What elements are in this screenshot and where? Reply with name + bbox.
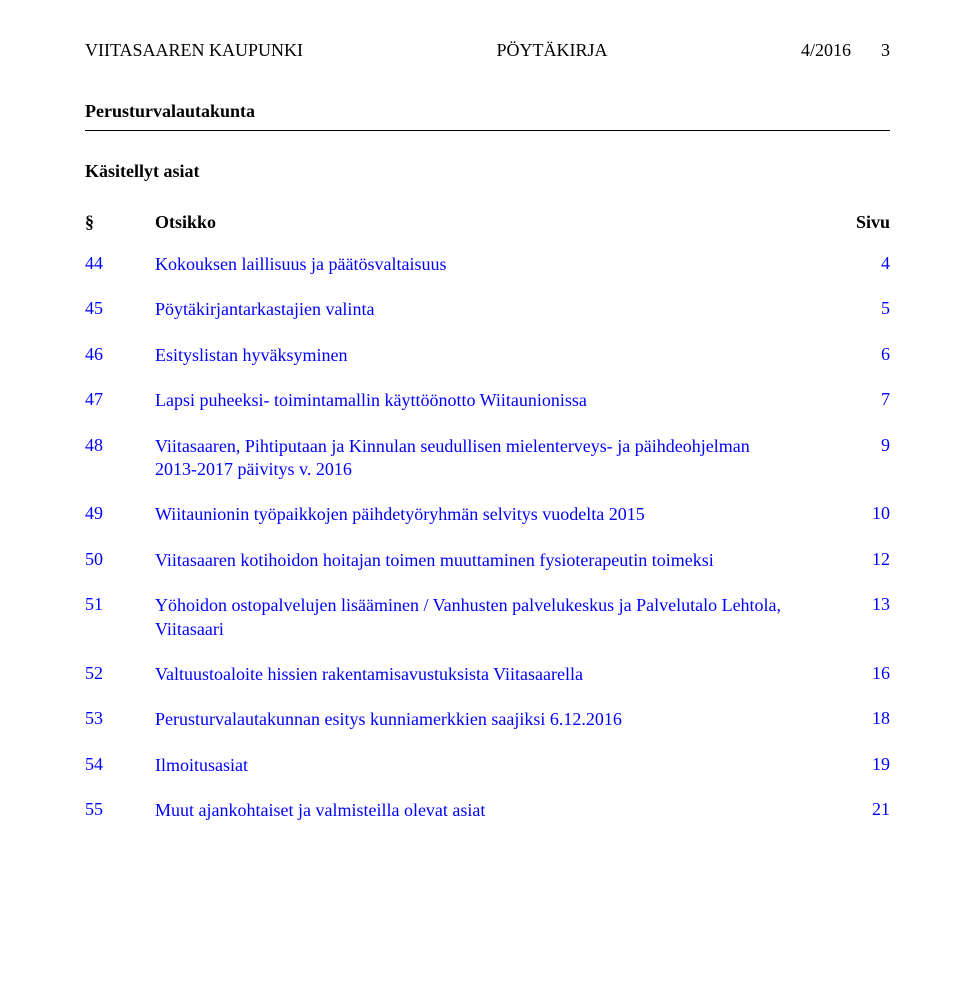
toc-item-page: 9 [830, 435, 890, 482]
toc-item-section: 54 [85, 754, 155, 777]
toc-item-section: 50 [85, 549, 155, 572]
toc-list: 44Kokouksen laillisuus ja päätösvaltaisu… [85, 253, 890, 822]
header-divider [85, 130, 890, 131]
toc-item-page: 7 [830, 389, 890, 412]
toc-item-title: Kokouksen laillisuus ja päätösvaltaisuus [155, 253, 830, 276]
toc-item-section: 48 [85, 435, 155, 482]
toc-item-page: 18 [830, 708, 890, 731]
toc-item[interactable]: 47Lapsi puheeksi- toimintamallin käyttöö… [85, 389, 890, 412]
toc-item-section: 55 [85, 799, 155, 822]
toc-item[interactable]: 46Esityslistan hyväksyminen6 [85, 344, 890, 367]
toc-item-section: 49 [85, 503, 155, 526]
toc-item-title: Esityslistan hyväksyminen [155, 344, 830, 367]
toc-item-title: Muut ajankohtaiset ja valmisteilla oleva… [155, 799, 830, 822]
document-number: 4/2016 [801, 40, 851, 61]
toc-item-page: 13 [830, 594, 890, 641]
toc-item[interactable]: 45Pöytäkirjantarkastajien valinta5 [85, 298, 890, 321]
section-title: Käsitellyt asiat [85, 161, 890, 182]
document-type: PÖYTÄKIRJA [497, 40, 608, 61]
committee-name: Perusturvalautakunta [85, 101, 890, 122]
toc-item[interactable]: 49Wiitaunionin työpaikkojen päihdetyöryh… [85, 503, 890, 526]
toc-item-section: 46 [85, 344, 155, 367]
toc-item[interactable]: 52Valtuustoaloite hissien rakentamisavus… [85, 663, 890, 686]
toc-item-title: Lapsi puheeksi- toimintamallin käyttööno… [155, 389, 830, 412]
toc-header-title: Otsikko [155, 212, 830, 233]
toc-header-row: § Otsikko Sivu [85, 212, 890, 233]
toc-item[interactable]: 51Yöhoidon ostopalvelujen lisääminen / V… [85, 594, 890, 641]
toc-item[interactable]: 53Perusturvalautakunnan esitys kunniamer… [85, 708, 890, 731]
toc-item[interactable]: 44Kokouksen laillisuus ja päätösvaltaisu… [85, 253, 890, 276]
toc-item-title: Valtuustoaloite hissien rakentamisavustu… [155, 663, 830, 686]
document-number-group: 4/2016 3 [801, 40, 890, 61]
toc-item-section: 47 [85, 389, 155, 412]
toc-item[interactable]: 55Muut ajankohtaiset ja valmisteilla ole… [85, 799, 890, 822]
toc-item-section: 51 [85, 594, 155, 641]
toc-item[interactable]: 48Viitasaaren, Pihtiputaan ja Kinnulan s… [85, 435, 890, 482]
toc-item-page: 10 [830, 503, 890, 526]
toc-item-section: 44 [85, 253, 155, 276]
toc-item-title: Perusturvalautakunnan esitys kunniamerkk… [155, 708, 830, 731]
toc-header-page: Sivu [830, 212, 890, 233]
toc-item-page: 5 [830, 298, 890, 321]
organization-name: VIITASAAREN KAUPUNKI [85, 40, 303, 61]
toc-item[interactable]: 50Viitasaaren kotihoidon hoitajan toimen… [85, 549, 890, 572]
toc-item-page: 6 [830, 344, 890, 367]
toc-item-title: Wiitaunionin työpaikkojen päihdetyöryhmä… [155, 503, 830, 526]
toc-item-title: Ilmoitusasiat [155, 754, 830, 777]
toc-item-title: Pöytäkirjantarkastajien valinta [155, 298, 830, 321]
toc-item-page: 19 [830, 754, 890, 777]
document-header: VIITASAAREN KAUPUNKI PÖYTÄKIRJA 4/2016 3 [85, 40, 890, 61]
toc-item-section: 52 [85, 663, 155, 686]
toc-item-title: Yöhoidon ostopalvelujen lisääminen / Van… [155, 594, 830, 641]
toc-item-page: 21 [830, 799, 890, 822]
page-number: 3 [881, 40, 890, 61]
toc-item-title: Viitasaaren kotihoidon hoitajan toimen m… [155, 549, 830, 572]
toc-item[interactable]: 54Ilmoitusasiat19 [85, 754, 890, 777]
toc-item-section: 53 [85, 708, 155, 731]
toc-item-page: 4 [830, 253, 890, 276]
toc-item-page: 16 [830, 663, 890, 686]
toc-header-section: § [85, 212, 155, 233]
toc-item-page: 12 [830, 549, 890, 572]
toc-item-section: 45 [85, 298, 155, 321]
toc-item-title: Viitasaaren, Pihtiputaan ja Kinnulan seu… [155, 435, 830, 482]
